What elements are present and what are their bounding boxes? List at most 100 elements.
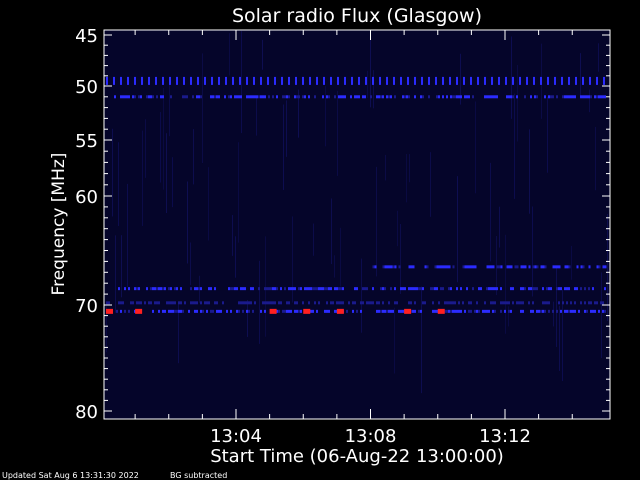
band-pixel [190, 301, 192, 305]
band-pixel [566, 287, 568, 291]
band-pixel [196, 301, 198, 305]
band-pixel [376, 95, 378, 99]
band-pixel [600, 95, 602, 99]
noise-streak [394, 307, 395, 374]
band-pixel [470, 301, 472, 305]
band-pixel [350, 95, 352, 99]
band-pixel [356, 309, 358, 313]
band-pixel [468, 301, 470, 305]
band-pixel [552, 95, 554, 99]
band-pixel [298, 95, 300, 99]
hotspot [135, 308, 143, 314]
band-pixel [542, 265, 545, 269]
band-pixel [364, 95, 366, 99]
band-pixel [596, 265, 599, 269]
band-pixel [328, 309, 330, 313]
noise-streak [127, 183, 128, 288]
band-pixel [326, 301, 328, 305]
band-pixel [342, 301, 344, 305]
band-pixel [414, 95, 416, 99]
band-pixel [254, 95, 256, 99]
noise-streak [508, 306, 509, 327]
band-pixel [438, 301, 440, 305]
band-pixel [230, 287, 232, 291]
band-pixel [574, 287, 576, 291]
band-pixel [582, 95, 584, 99]
y-tick-label: 50 [75, 77, 98, 98]
band-pixel [408, 301, 410, 305]
band-pixel [268, 95, 270, 99]
band-pixel [390, 287, 392, 291]
band-pixel [432, 309, 434, 313]
band-pixel [488, 309, 490, 313]
noise-streak [298, 89, 299, 138]
band-pixel [546, 287, 548, 291]
band-pixel [156, 287, 158, 291]
band-pixel [586, 309, 588, 313]
noise-streak [160, 112, 161, 183]
band-pixel [398, 309, 400, 313]
noise-streak [118, 142, 119, 226]
band-pixel [596, 301, 598, 305]
band-pixel [322, 287, 324, 291]
burst-dot [246, 76, 248, 85]
band-pixel [500, 309, 502, 313]
band-pixel [508, 309, 510, 313]
band-pixel [206, 309, 208, 313]
band-pixel [388, 265, 391, 269]
band-pixel [372, 287, 374, 291]
band-pixel [338, 287, 340, 291]
band-pixel [324, 309, 326, 313]
burst-dot [274, 76, 276, 85]
band-pixel [138, 301, 140, 305]
band-pixel [246, 95, 248, 99]
band-pixel [530, 309, 532, 313]
burst-dot [435, 76, 437, 85]
band-pixel [144, 301, 146, 305]
band-pixel [384, 309, 386, 313]
band-pixel [576, 287, 578, 291]
band-pixel [288, 287, 290, 291]
noise-streak [292, 216, 293, 303]
burst-dot [190, 76, 192, 85]
band-pixel [496, 95, 498, 99]
band-pixel [562, 95, 564, 99]
band-pixel [288, 309, 290, 313]
band-pixel [360, 309, 362, 313]
burst-dot [484, 76, 486, 85]
band-pixel [334, 95, 336, 99]
burst-dot [288, 76, 290, 85]
band-pixel [574, 309, 576, 313]
burst-dot [470, 76, 472, 85]
band-pixel [500, 301, 502, 305]
band-pixel [452, 265, 455, 269]
burst-dot [393, 76, 395, 85]
band-pixel [212, 95, 214, 99]
noise-streak [121, 235, 122, 298]
band-pixel [204, 301, 206, 305]
y-axis: 45 50 55 60 70 80 [75, 26, 610, 423]
band-pixel [568, 309, 570, 313]
band-pixel [568, 265, 571, 269]
hotspot [303, 308, 311, 314]
noise-streak [514, 93, 515, 199]
burst-dot [295, 76, 297, 85]
band-pixel [520, 309, 522, 313]
band-pixel [564, 95, 566, 99]
band-pixel [334, 309, 336, 313]
band-pixel [300, 309, 302, 313]
band-pixel [508, 301, 510, 305]
band-pixel [604, 95, 606, 99]
band-pixel [134, 287, 136, 291]
band-pixel [230, 95, 232, 99]
band-pixel [170, 287, 172, 291]
band-pixel [190, 287, 192, 291]
band-pixel [284, 309, 286, 313]
band-pixel [290, 287, 292, 291]
burst-dot [351, 76, 353, 85]
band-pixel [420, 95, 422, 99]
band-pixel [456, 95, 458, 99]
band-pixel [434, 287, 436, 291]
band-pixel [510, 309, 512, 313]
band-pixel [320, 287, 322, 291]
